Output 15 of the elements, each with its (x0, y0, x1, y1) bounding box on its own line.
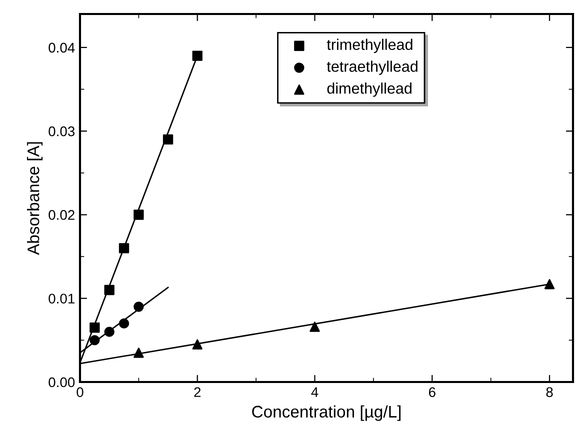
x-tick-label: 2 (194, 387, 201, 397)
x-tick-label: 4 (311, 387, 318, 397)
y-tick-label: 0.02 (48, 210, 74, 220)
y-tick-label: 0.00 (48, 377, 75, 388)
y-axis-title: Absorbance [A] (27, 142, 43, 255)
y-tick-label: 0.03 (48, 126, 75, 136)
legend-label: trimethyllead (326, 38, 412, 54)
x-axis-title: Concentration [µg/L] (252, 405, 401, 421)
x-tick-label: 8 (546, 387, 553, 398)
x-tick-label: 0 (76, 387, 84, 398)
y-tick-label: 0.04 (48, 42, 75, 53)
y-tick-label: 0.01 (48, 294, 74, 304)
legend-label: tetraethyllead (326, 60, 418, 75)
x-tick-label: 6 (428, 387, 436, 398)
legend-label: dimethyllead (327, 82, 412, 97)
